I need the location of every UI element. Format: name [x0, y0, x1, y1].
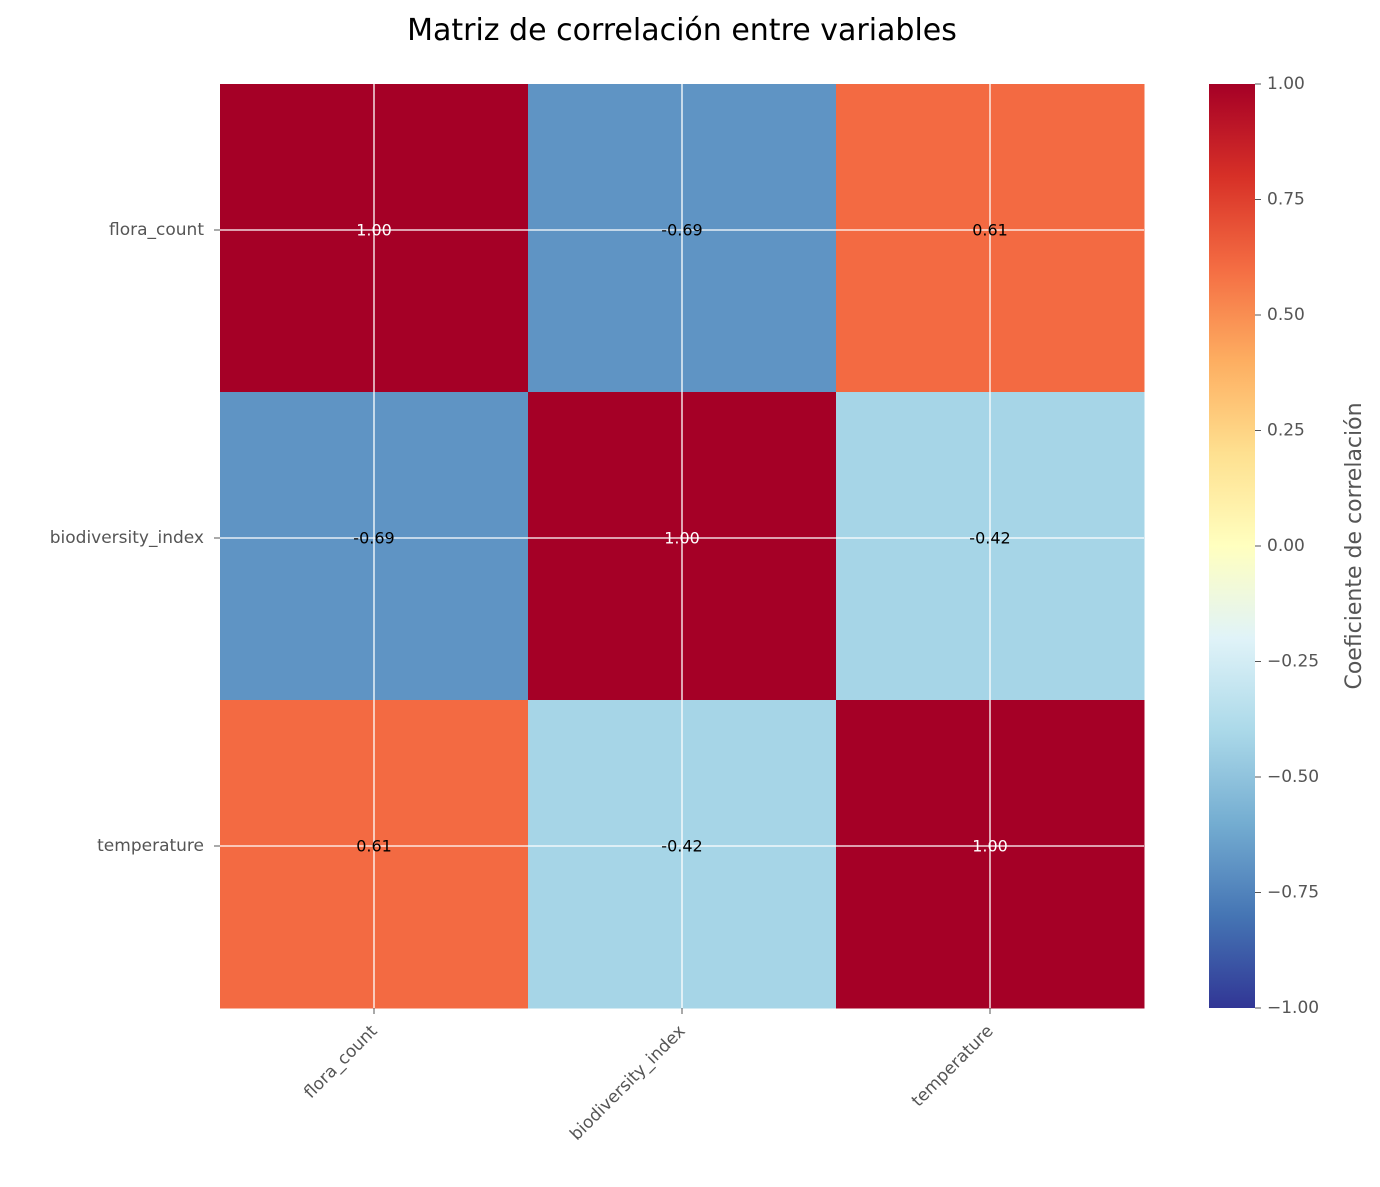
cell-value-label-2-2: 1.00 — [972, 837, 1008, 856]
x-axis-ticks: flora_count biodiversity_index temperature — [300, 1008, 998, 1145]
cell-value-label-1-0: -0.69 — [353, 529, 394, 548]
x-tick-label-2: temperature — [908, 1021, 998, 1111]
heatmap-value-labels: 1.00 -0.69 0.61 -0.69 1.00 -0.42 0.61 -0.42 1.00 — [353, 221, 1010, 856]
heatmap-gridlines — [220, 84, 1144, 1008]
colorbar-label: Coeficiente de correlación — [1342, 402, 1367, 689]
cell-value-label-0-2: 0.61 — [972, 221, 1008, 240]
y-tick-label-1: biodiversity_index — [50, 528, 204, 548]
colorbar-tick-label-7: −0.75 — [1267, 883, 1319, 903]
cell-value-label-2-1: -0.42 — [661, 837, 702, 856]
x-tick-label-0: flora_count — [300, 1021, 382, 1103]
colorbar-ticks: 1.00 0.75 0.50 0.25 0.00 −0.25 −0.50 −0.75 −1.00 — [1255, 74, 1319, 1018]
colorbar-tick-label-4: 0.00 — [1267, 536, 1305, 556]
cell-value-label-1-1: 1.00 — [664, 529, 700, 548]
y-tick-label-2: temperature — [97, 836, 204, 856]
x-tick-label-1: biodiversity_index — [566, 1021, 689, 1144]
colorbar-tick-label-8: −1.00 — [1267, 998, 1319, 1018]
colorbar-tick-label-6: −0.50 — [1267, 767, 1319, 787]
colorbar-tick-label-5: −0.25 — [1267, 652, 1319, 672]
y-axis-ticks: flora_count biodiversity_index temperature — [50, 220, 220, 856]
colorbar-tick-label-3: 0.25 — [1267, 421, 1305, 441]
colorbar-tick-label-1: 0.75 — [1267, 190, 1305, 210]
cell-value-label-2-0: 0.61 — [356, 837, 392, 856]
colorbar-tick-label-0: 1.00 — [1267, 74, 1305, 94]
chart-title: Matriz de correlación entre variables — [407, 13, 957, 48]
colorbar-tick-label-2: 0.50 — [1267, 305, 1305, 325]
cell-value-label-1-2: -0.42 — [969, 529, 1010, 548]
cell-value-label-0-1: -0.69 — [661, 221, 702, 240]
colorbar — [1209, 84, 1255, 1008]
cell-value-label-0-0: 1.00 — [356, 221, 392, 240]
y-tick-label-0: flora_count — [109, 220, 204, 240]
